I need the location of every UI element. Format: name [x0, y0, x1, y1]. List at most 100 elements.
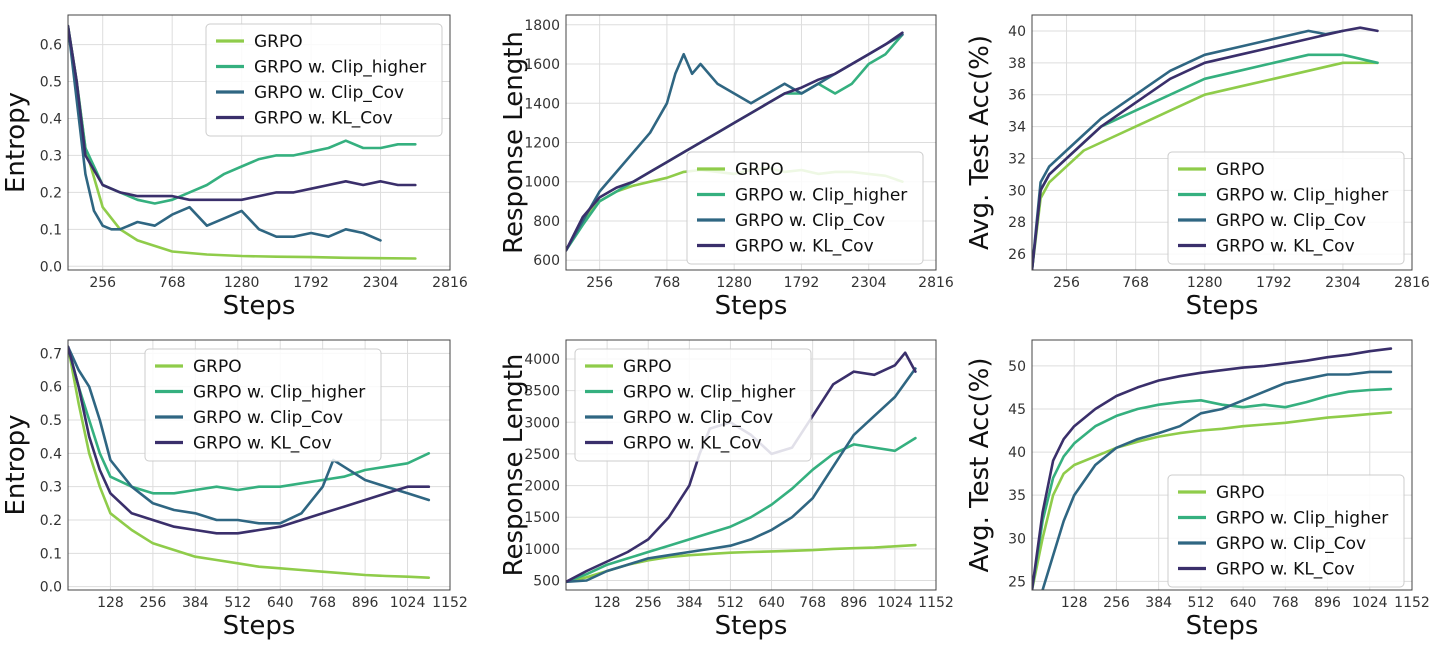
y-tick-label: 0.4	[40, 111, 62, 127]
series-line-grpo-w-clip-cov	[1032, 29, 1345, 270]
y-tick-label: 0.4	[40, 446, 62, 462]
series-line-grpo	[68, 345, 431, 579]
y-tick-label: 800	[533, 214, 560, 230]
y-axis-label: Avg. Test Acc(%)	[965, 35, 995, 250]
series-line-grpo-w-kl-cov	[68, 24, 417, 202]
x-axis-label: Steps	[223, 291, 296, 321]
chart-panel-5: 128 256 384 512 640 768 896 1024 1152 500 1000 1500…	[499, 339, 954, 641]
x-tick-label: 128	[594, 595, 621, 611]
x-tick-label: 640	[267, 595, 294, 611]
series-group	[68, 345, 431, 579]
x-tick-label: 768	[159, 275, 186, 291]
x-tick-label: 2304	[851, 275, 887, 291]
plot-frame	[67, 339, 451, 591]
x-tick-label: 256	[635, 595, 662, 611]
x-tick-label: 1024	[877, 595, 913, 611]
x-axis-label: Steps	[223, 611, 296, 641]
series-line-grpo-w-clip-higher	[566, 436, 917, 584]
x-tick-label: 1152	[432, 595, 468, 611]
series-line-grpo-w-clip-cov	[566, 367, 917, 584]
legend-label-grpo-w-kl-cov: GRPO w. KL_Cov	[1216, 560, 1355, 580]
y-tick-label: 0.2	[40, 513, 62, 529]
x-axis-label: Steps	[1186, 611, 1259, 641]
x-tick-label: 1152	[1394, 595, 1430, 611]
chart-panel-4: 128 256 384 512 640 768 896 1024 1152 0.0 0.1 0.2 0.…	[1, 339, 468, 641]
legend-label-grpo-w-clip-cov: GRPO w. Clip_Cov	[1216, 534, 1366, 554]
y-tick-label: 34	[1008, 120, 1026, 136]
x-tick-label: 768	[799, 595, 826, 611]
x-tick-label: 256	[1053, 275, 1080, 291]
y-tick-label: 0.0	[40, 580, 62, 596]
legend: GRPO GRPO w. Clip_higher GRPO w. Clip_Cov G…	[1167, 151, 1405, 265]
y-tick-label: 38	[1008, 56, 1026, 72]
plot-frame	[565, 14, 937, 271]
legend-label-grpo-w-clip-cov: GRPO w. Clip_Cov	[1216, 211, 1366, 231]
series-line-grpo	[1032, 411, 1393, 590]
legend-label-grpo-w-clip-higher: GRPO w. Clip_higher	[735, 186, 907, 206]
y-tick-label: 1200	[524, 136, 560, 152]
x-tick-label: 2816	[432, 275, 468, 291]
legend-label-grpo: GRPO	[254, 32, 303, 52]
x-tick-label: 256	[586, 275, 613, 291]
y-axis-label: Entropy	[1, 92, 31, 193]
x-tick-label: 768	[1122, 275, 1149, 291]
y-tick-label: 36	[1008, 88, 1026, 104]
series-line-grpo-w-kl-cov	[566, 31, 904, 252]
x-tick-label: 512	[1188, 595, 1215, 611]
series-line-grpo-w-kl-cov	[1032, 26, 1379, 270]
legend-box	[144, 348, 382, 462]
legend-label-grpo: GRPO	[735, 160, 784, 180]
series-line-grpo	[1032, 61, 1379, 270]
x-tick-label: 512	[717, 595, 744, 611]
y-axis-label: Entropy	[1, 414, 31, 515]
y-axis-label: Response Length	[499, 354, 529, 577]
x-tick-label: 640	[758, 595, 785, 611]
y-tick-label: 0.1	[40, 222, 62, 238]
y-tick-label: 0.5	[40, 413, 62, 429]
series-group	[1032, 26, 1379, 270]
x-tick-label: 1280	[224, 275, 260, 291]
chart-panel-2: 256 768 1280 1792 2304 2816 600 800 1000 1200 1400…	[499, 14, 954, 321]
x-tick-label: 128	[97, 595, 124, 611]
x-tick-label: 256	[1103, 595, 1130, 611]
x-tick-label: 1280	[1187, 275, 1223, 291]
legend-label-grpo-w-clip-higher: GRPO w. Clip_higher	[193, 383, 365, 403]
legend-label-grpo: GRPO	[193, 357, 242, 377]
x-tick-label: 1792	[293, 275, 329, 291]
series-line-grpo-w-kl-cov	[68, 345, 431, 535]
y-tick-label: 25	[1008, 574, 1026, 590]
legend-label-grpo: GRPO	[1216, 160, 1265, 180]
legend-label-grpo-w-kl-cov: GRPO w. KL_Cov	[1216, 237, 1355, 257]
legend-label-grpo-w-kl-cov: GRPO w. KL_Cov	[254, 109, 393, 129]
legend-box	[205, 23, 443, 137]
legend-box	[1167, 474, 1405, 588]
y-tick-label: 500	[533, 574, 560, 590]
x-tick-label: 1792	[1256, 275, 1292, 291]
y-tick-label: 28	[1008, 215, 1026, 231]
x-tick-label: 640	[1230, 595, 1257, 611]
series-line-grpo-w-clip-higher	[1032, 387, 1393, 590]
x-axis-label: Steps	[715, 291, 788, 321]
y-tick-label: 0.2	[40, 185, 62, 201]
x-tick-label: 2304	[363, 275, 399, 291]
legend-label-grpo-w-clip-cov: GRPO w. Clip_Cov	[623, 408, 773, 428]
chart-panel-3: 256 768 1280 1792 2304 2816 26 28 30 32 34 36 38 40 St…	[965, 14, 1430, 321]
chart-panel-1: 256 768 1280 1792 2304 2816 0.0 0.1 0.2 0.3 0.4 0.5…	[1, 14, 468, 321]
series-group	[68, 24, 417, 260]
y-tick-label: 0.5	[40, 75, 62, 91]
x-tick-label: 384	[1145, 595, 1172, 611]
y-tick-label: 40	[1008, 445, 1026, 461]
legend-label-grpo-w-clip-higher: GRPO w. Clip_higher	[254, 58, 426, 78]
y-tick-label: 0.3	[40, 148, 62, 164]
x-tick-label: 1280	[716, 275, 752, 291]
x-tick-label: 512	[224, 595, 251, 611]
series-line-grpo-w-clip-cov	[68, 345, 431, 525]
x-axis-label: Steps	[1186, 291, 1259, 321]
y-tick-label: 4000	[524, 352, 560, 368]
legend-label-grpo-w-kl-cov: GRPO w. KL_Cov	[623, 434, 762, 454]
legend-label-grpo-w-clip-cov: GRPO w. Clip_Cov	[193, 408, 343, 428]
y-tick-label: 1800	[524, 18, 560, 34]
legend-box	[574, 348, 812, 462]
legend: GRPO GRPO w. Clip_higher GRPO w. Clip_Cov G…	[574, 348, 812, 462]
series-group	[1032, 347, 1393, 590]
